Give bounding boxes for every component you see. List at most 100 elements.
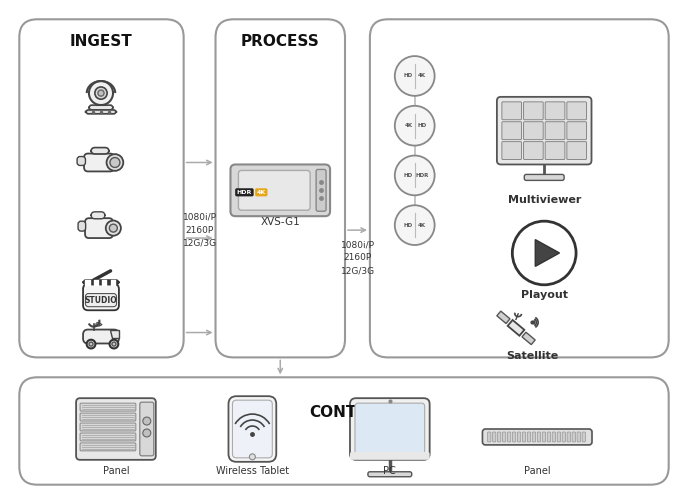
Text: Satellite: Satellite [506, 352, 558, 362]
Polygon shape [535, 240, 560, 266]
FancyBboxPatch shape [577, 432, 580, 442]
FancyBboxPatch shape [538, 432, 541, 442]
FancyBboxPatch shape [524, 122, 543, 140]
FancyBboxPatch shape [562, 432, 566, 442]
FancyBboxPatch shape [502, 102, 522, 120]
Polygon shape [110, 330, 119, 338]
FancyBboxPatch shape [524, 174, 564, 180]
FancyBboxPatch shape [547, 432, 551, 442]
FancyBboxPatch shape [80, 433, 136, 441]
Text: 1080i/P
2160P
12G/3G: 1080i/P 2160P 12G/3G [183, 212, 217, 248]
Text: 4K: 4K [404, 123, 413, 128]
FancyBboxPatch shape [567, 102, 586, 120]
FancyBboxPatch shape [518, 432, 521, 442]
Circle shape [109, 224, 117, 232]
Circle shape [395, 156, 435, 196]
FancyBboxPatch shape [497, 432, 501, 442]
Circle shape [395, 106, 435, 146]
FancyBboxPatch shape [215, 20, 345, 357]
FancyBboxPatch shape [350, 452, 430, 460]
FancyBboxPatch shape [524, 102, 543, 120]
FancyBboxPatch shape [532, 432, 535, 442]
FancyBboxPatch shape [89, 105, 113, 110]
FancyBboxPatch shape [557, 432, 561, 442]
Circle shape [110, 340, 118, 348]
Circle shape [87, 340, 95, 348]
Text: Multiviewer: Multiviewer [508, 196, 581, 205]
Circle shape [106, 154, 124, 171]
Text: Playout: Playout [521, 290, 568, 300]
Text: HD: HD [417, 123, 427, 128]
Text: HDR: HDR [415, 173, 429, 178]
FancyBboxPatch shape [545, 122, 565, 140]
FancyBboxPatch shape [80, 423, 136, 431]
FancyBboxPatch shape [482, 429, 592, 445]
Circle shape [89, 342, 93, 346]
FancyBboxPatch shape [522, 432, 526, 442]
FancyBboxPatch shape [493, 432, 496, 442]
FancyBboxPatch shape [76, 398, 156, 460]
Text: HD: HD [404, 173, 413, 178]
FancyBboxPatch shape [527, 432, 531, 442]
FancyBboxPatch shape [542, 432, 546, 442]
FancyBboxPatch shape [512, 432, 516, 442]
FancyBboxPatch shape [84, 154, 114, 172]
FancyBboxPatch shape [91, 212, 105, 219]
FancyBboxPatch shape [502, 122, 522, 140]
Polygon shape [508, 320, 524, 336]
Text: Panel: Panel [103, 466, 129, 476]
Text: Wireless Tablet: Wireless Tablet [216, 466, 289, 476]
FancyBboxPatch shape [91, 148, 109, 154]
Text: 1080i/P
2160P
12G/3G: 1080i/P 2160P 12G/3G [341, 240, 375, 276]
Polygon shape [522, 332, 535, 344]
FancyBboxPatch shape [355, 403, 424, 455]
FancyBboxPatch shape [83, 280, 119, 284]
FancyBboxPatch shape [78, 221, 86, 231]
FancyBboxPatch shape [545, 142, 565, 160]
Circle shape [143, 429, 151, 437]
FancyBboxPatch shape [80, 413, 136, 421]
FancyBboxPatch shape [567, 122, 586, 140]
FancyBboxPatch shape [487, 432, 491, 442]
Circle shape [512, 221, 576, 285]
Circle shape [98, 90, 104, 96]
FancyBboxPatch shape [83, 330, 119, 344]
FancyBboxPatch shape [368, 472, 412, 476]
FancyBboxPatch shape [86, 110, 117, 114]
FancyBboxPatch shape [370, 20, 669, 357]
FancyBboxPatch shape [83, 284, 119, 310]
FancyBboxPatch shape [582, 432, 586, 442]
Circle shape [110, 158, 120, 168]
FancyBboxPatch shape [228, 396, 276, 462]
FancyBboxPatch shape [552, 432, 555, 442]
FancyBboxPatch shape [507, 432, 511, 442]
Text: HD: HD [404, 74, 413, 78]
FancyBboxPatch shape [316, 170, 326, 211]
FancyBboxPatch shape [77, 156, 86, 166]
FancyBboxPatch shape [572, 432, 575, 442]
Circle shape [106, 220, 121, 236]
FancyBboxPatch shape [80, 403, 136, 411]
Text: XVS-G1: XVS-G1 [260, 217, 300, 227]
Text: CONTROL: CONTROL [309, 404, 391, 419]
FancyBboxPatch shape [230, 164, 330, 216]
FancyBboxPatch shape [80, 443, 136, 451]
FancyBboxPatch shape [502, 432, 506, 442]
Text: PROCESS: PROCESS [241, 34, 319, 48]
Text: HDR: HDR [237, 190, 252, 195]
Text: Panel: Panel [524, 466, 551, 476]
FancyBboxPatch shape [524, 142, 543, 160]
Circle shape [95, 87, 107, 99]
FancyBboxPatch shape [140, 402, 154, 456]
FancyBboxPatch shape [85, 218, 113, 238]
Circle shape [395, 56, 435, 96]
Circle shape [249, 454, 255, 460]
FancyBboxPatch shape [545, 102, 565, 120]
Circle shape [395, 205, 435, 245]
Circle shape [143, 417, 151, 425]
FancyBboxPatch shape [350, 398, 430, 460]
Circle shape [89, 81, 113, 105]
FancyBboxPatch shape [497, 97, 591, 164]
FancyBboxPatch shape [567, 142, 586, 160]
FancyBboxPatch shape [111, 159, 122, 166]
